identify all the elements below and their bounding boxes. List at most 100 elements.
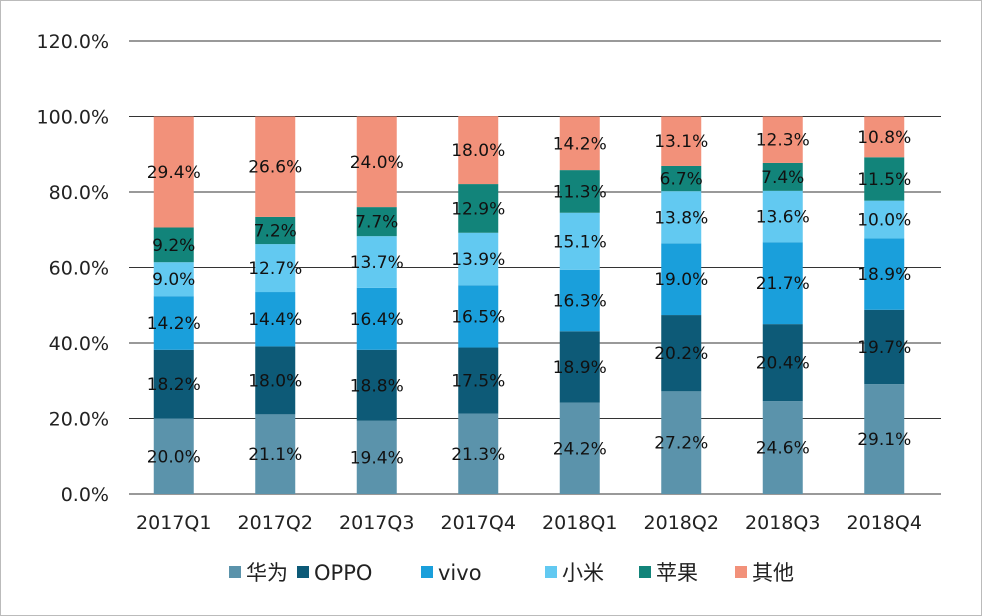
y-tick-label: 60.0%: [49, 258, 109, 280]
legend-label: 苹果: [656, 561, 698, 585]
bar-segment: [661, 191, 702, 244]
bar-segment: [559, 212, 600, 270]
data-label: 20.2%: [654, 344, 708, 364]
x-tick-label: 2017Q2: [238, 512, 313, 534]
data-label: 16.3%: [553, 292, 607, 312]
x-tick-label: 2018Q1: [542, 512, 617, 534]
bar-segment: [864, 157, 905, 201]
data-label: 18.9%: [857, 265, 911, 285]
data-label: 10.0%: [857, 211, 911, 231]
legend-swatch: [297, 566, 309, 578]
bar-segment: [762, 401, 803, 494]
data-label: 14.4%: [248, 310, 302, 330]
bar-segment: [864, 384, 905, 494]
bar-segment: [661, 165, 702, 192]
data-label: 12.9%: [451, 199, 505, 219]
bar-segment: [864, 238, 905, 310]
bar-segment: [864, 116, 905, 158]
x-tick-label: 2017Q4: [441, 512, 516, 534]
bar-segment: [559, 170, 600, 213]
data-label: 29.1%: [857, 430, 911, 450]
bar-segment: [458, 285, 499, 348]
bar-segment: [762, 116, 803, 163]
data-label: 7.2%: [254, 222, 297, 242]
data-label: 13.8%: [654, 208, 708, 228]
bar-segment: [559, 331, 600, 403]
bar-segment: [458, 184, 499, 233]
bar-segment: [153, 116, 194, 228]
data-label: 14.2%: [147, 314, 201, 334]
data-label: 20.4%: [756, 354, 810, 374]
data-label: 14.2%: [553, 134, 607, 154]
legend-swatch: [421, 566, 433, 578]
data-label: 13.7%: [350, 253, 404, 273]
data-label: 9.0%: [152, 270, 195, 290]
legend-label: OPPO: [314, 561, 372, 585]
data-label: 13.1%: [654, 132, 708, 152]
x-tick-label: 2017Q3: [339, 512, 414, 534]
data-label: 13.9%: [451, 250, 505, 270]
bar-segment: [864, 200, 905, 239]
data-label: 16.5%: [451, 307, 505, 327]
bar-segment: [255, 292, 296, 347]
legend-swatch: [639, 566, 651, 578]
bar-segment: [661, 315, 702, 392]
x-tick-label: 2018Q2: [644, 512, 719, 534]
bar-segment: [661, 116, 702, 166]
data-label: 16.4%: [350, 310, 404, 330]
bar-segment: [762, 162, 803, 191]
data-label: 20.0%: [147, 447, 201, 467]
data-label: 21.3%: [451, 445, 505, 465]
bar-segment: [255, 346, 296, 415]
bar-segment: [255, 116, 296, 217]
x-tick-label: 2018Q3: [745, 512, 820, 534]
data-label: 11.3%: [553, 182, 607, 202]
bar-segment: [762, 242, 803, 325]
y-tick-label: 20.0%: [49, 409, 109, 431]
data-label: 24.0%: [350, 153, 404, 173]
data-label: 19.0%: [654, 270, 708, 290]
x-tick-label: 2017Q1: [136, 512, 211, 534]
bar-segment: [762, 190, 803, 243]
legend-label: vivo: [438, 561, 482, 585]
data-label: 13.6%: [756, 208, 810, 228]
y-tick-label: 100.0%: [37, 107, 109, 129]
bar-segment: [661, 391, 702, 494]
legend-swatch: [545, 566, 557, 578]
bar-segment: [153, 418, 194, 494]
bar-segment: [559, 116, 600, 171]
bar-segment: [864, 309, 905, 385]
bar-segment: [255, 244, 296, 293]
bar-segment: [356, 349, 397, 421]
data-label: 19.4%: [350, 448, 404, 468]
bar-segment: [458, 232, 499, 286]
y-tick-label: 80.0%: [49, 182, 109, 204]
bar-segment: [559, 269, 600, 332]
data-label: 17.5%: [451, 372, 505, 392]
data-label: 27.2%: [654, 434, 708, 454]
bar-segment: [153, 296, 194, 350]
data-label: 29.4%: [147, 163, 201, 183]
data-label: 7.4%: [761, 168, 804, 188]
y-tick-label: 120.0%: [37, 31, 109, 53]
bar-segment: [356, 236, 397, 288]
bar-segment: [458, 347, 499, 414]
data-label: 18.9%: [553, 358, 607, 378]
bar-segment: [356, 207, 397, 237]
y-tick-label: 40.0%: [49, 333, 109, 355]
y-tick-label: 0.0%: [61, 484, 109, 506]
data-label: 10.8%: [857, 128, 911, 148]
bar-segment: [356, 287, 397, 350]
bar-segment: [255, 414, 296, 494]
legend-swatch: [735, 566, 747, 578]
data-label: 21.7%: [756, 274, 810, 294]
bar-segment: [153, 262, 194, 297]
data-label: 18.0%: [451, 141, 505, 161]
data-label: 18.8%: [350, 376, 404, 396]
data-label: 12.7%: [248, 259, 302, 279]
data-label: 7.7%: [355, 213, 398, 233]
bar-segment: [762, 324, 803, 402]
legend-label: 小米: [562, 561, 604, 585]
bar-segment: [356, 116, 397, 208]
